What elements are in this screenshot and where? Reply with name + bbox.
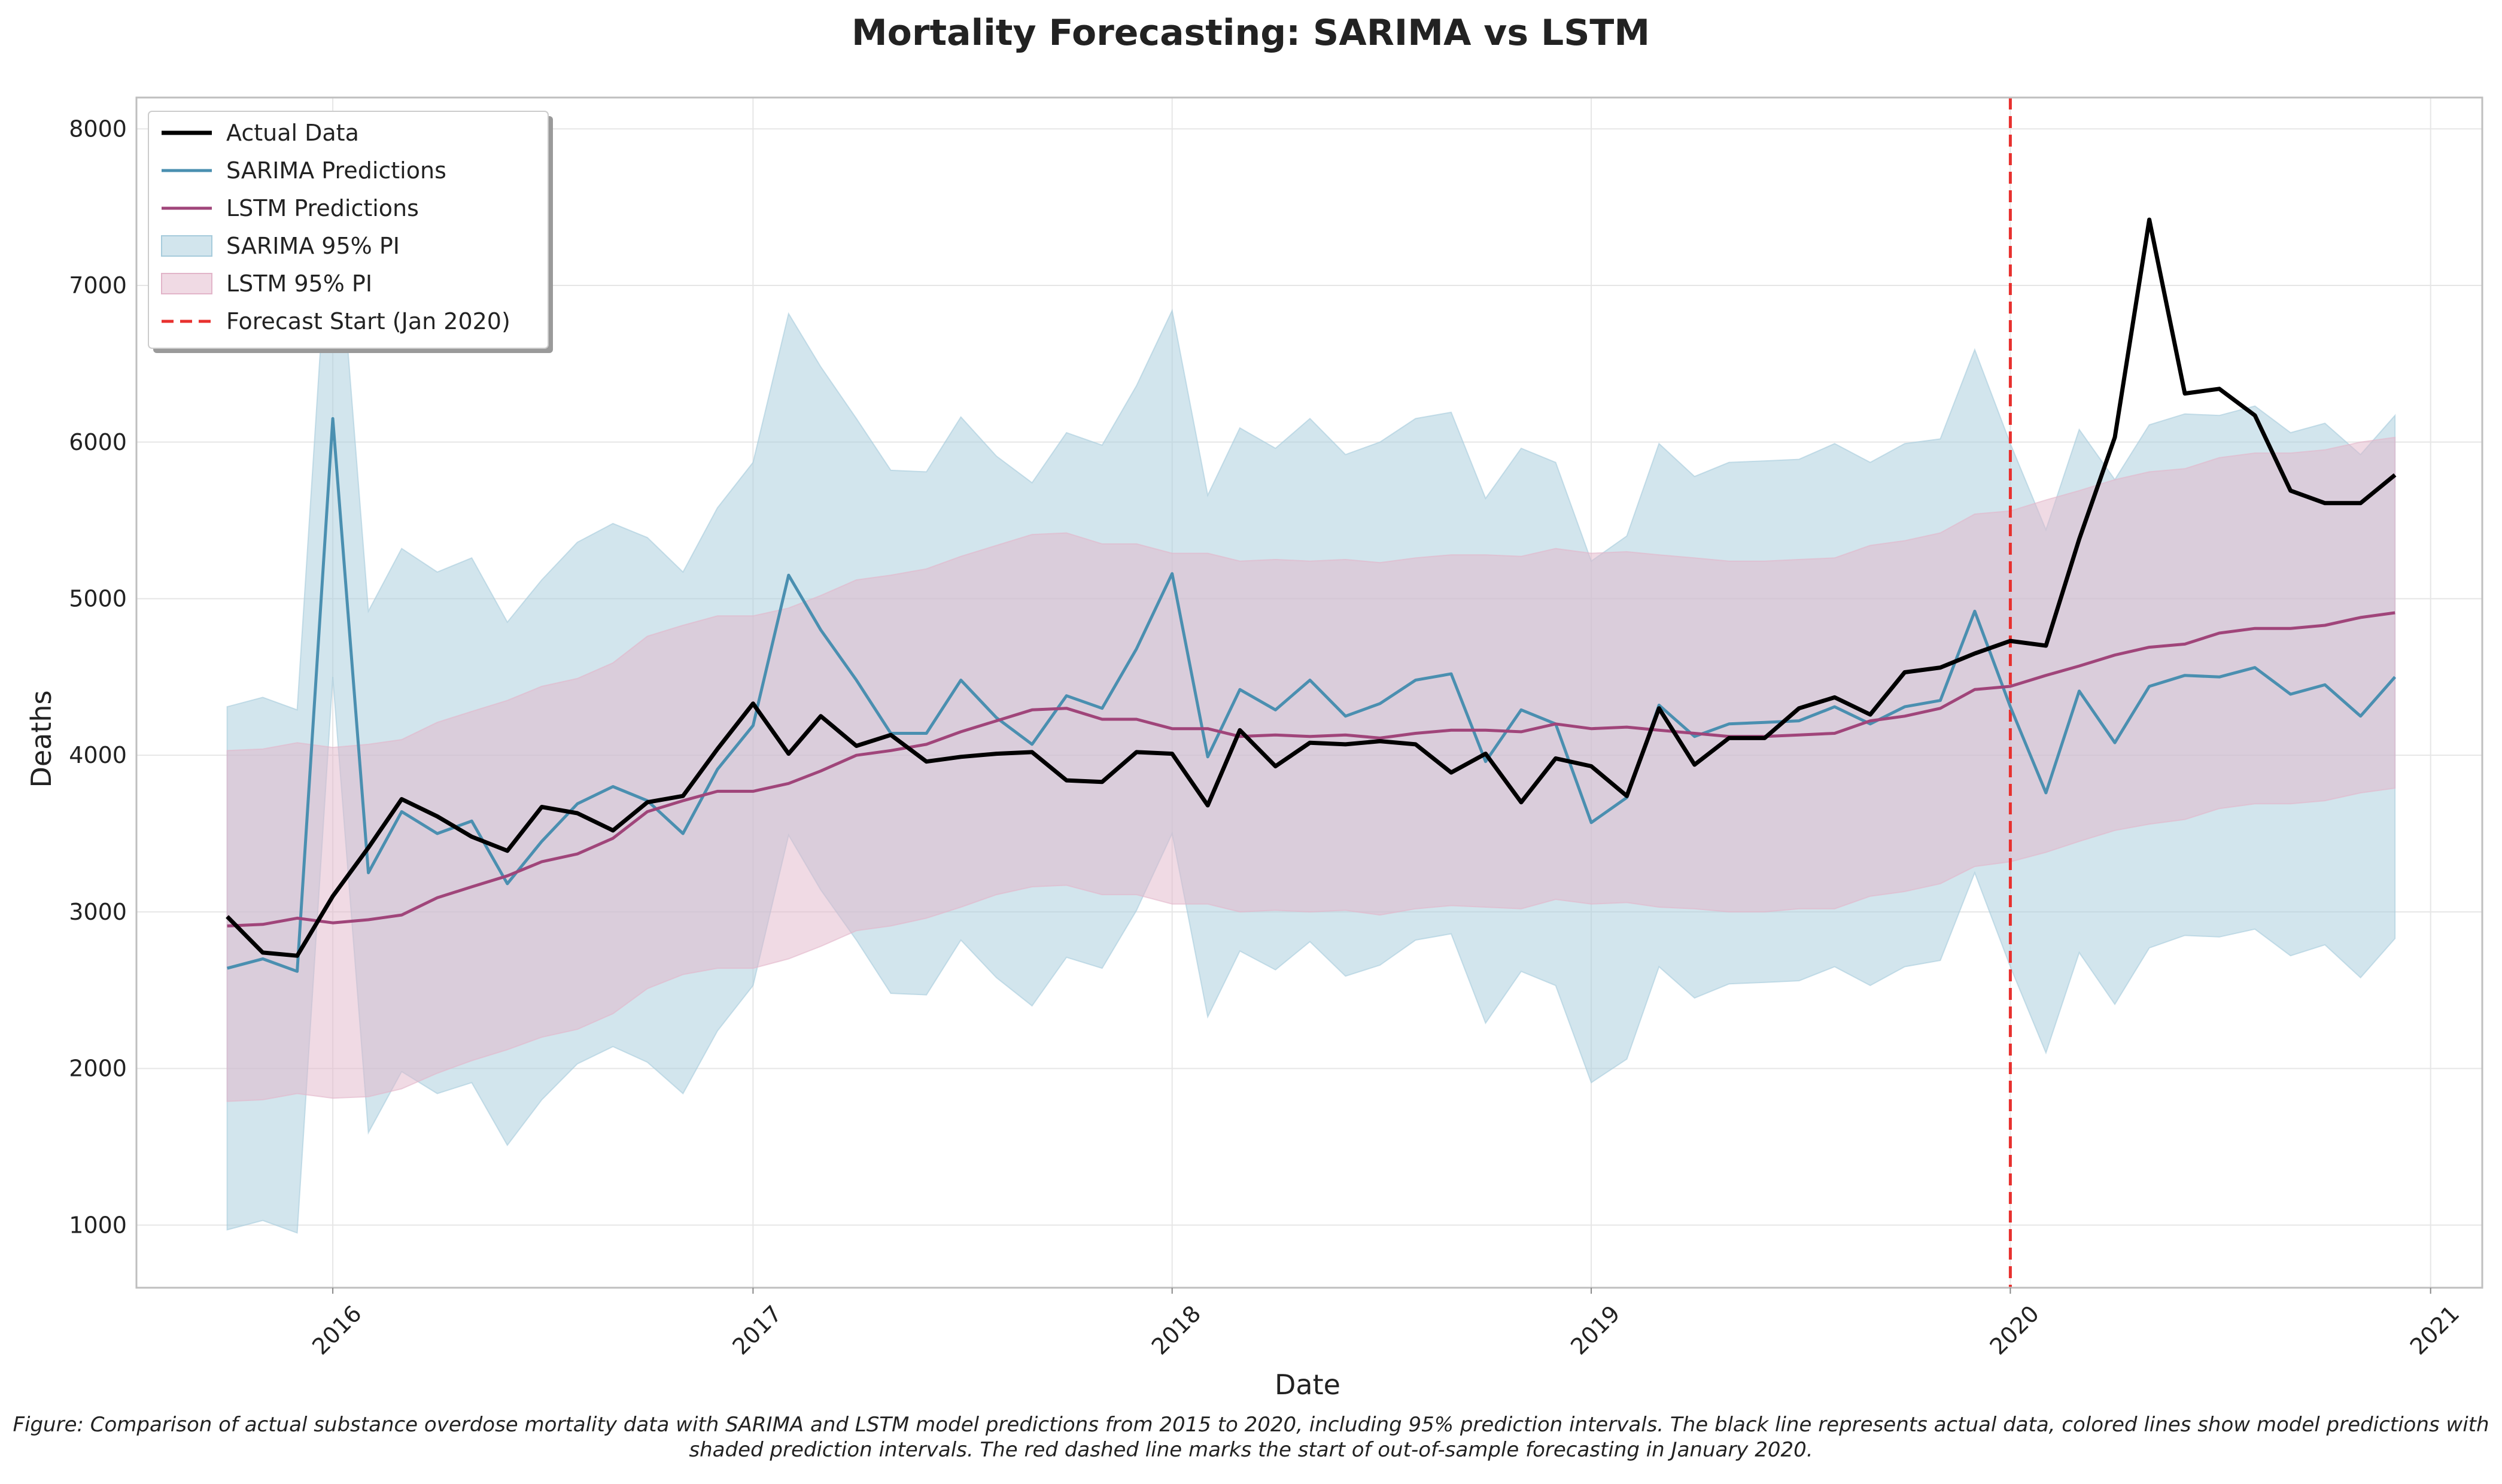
legend-label-forecast-start-jan-2020-: Forecast Start (Jan 2020) <box>226 308 510 334</box>
y-axis-label: Deaths <box>25 690 57 787</box>
legend: Actual Data SARIMA Predictions LSTM Predic… <box>148 111 553 353</box>
x-tick-label: 2020 <box>1984 1300 2044 1360</box>
series-actual-data <box>226 217 2397 958</box>
x-tick-label: 2017 <box>727 1300 787 1360</box>
y-tick-label: 8000 <box>69 115 127 142</box>
chart-title: Mortality Forecasting: SARIMA vs LSTM <box>852 12 1650 54</box>
series-sarima-predictions <box>226 417 2397 973</box>
legend-label-sarima-95-pi: SARIMA 95% PI <box>226 233 400 259</box>
y-tick-label: 6000 <box>69 429 127 455</box>
y-tick-label: 4000 <box>69 742 127 768</box>
y-tick-label: 2000 <box>69 1056 127 1082</box>
legend-swatch-lstm-95-pi <box>161 273 212 294</box>
x-axis-label: Date <box>1275 1369 1340 1401</box>
legend-label-sarima-predictions: SARIMA Predictions <box>226 157 446 184</box>
legend-box <box>148 111 549 349</box>
x-tick-label: 2018 <box>1147 1300 1206 1360</box>
y-tick-label: 3000 <box>69 899 127 925</box>
band-lstm-95-pi <box>226 436 2396 1102</box>
y-tick-label: 7000 <box>69 272 127 299</box>
legend-label-lstm-predictions: LSTM Predictions <box>226 195 419 221</box>
y-tick-label: 1000 <box>69 1212 127 1238</box>
legend-label-actual-data: Actual Data <box>226 120 359 146</box>
figure-caption: Figure: Comparison of actual substance o… <box>13 1413 2489 1462</box>
legend-swatch-sarima-95-pi <box>161 235 212 257</box>
plot-area: 2016 2017 2018 2019 2020 2021 1000 2000 3000 4000… <box>69 96 2483 1360</box>
series-lstm-predictions <box>227 611 2395 928</box>
x-tick-label: 2016 <box>307 1300 367 1360</box>
x-tick-label: 2021 <box>2405 1300 2465 1360</box>
y-tick-label: 5000 <box>69 585 127 612</box>
x-tick-label: 2019 <box>1565 1300 1625 1360</box>
legend-label-lstm-95-pi: LSTM 95% PI <box>226 270 372 297</box>
plot-frame <box>135 96 2483 1289</box>
